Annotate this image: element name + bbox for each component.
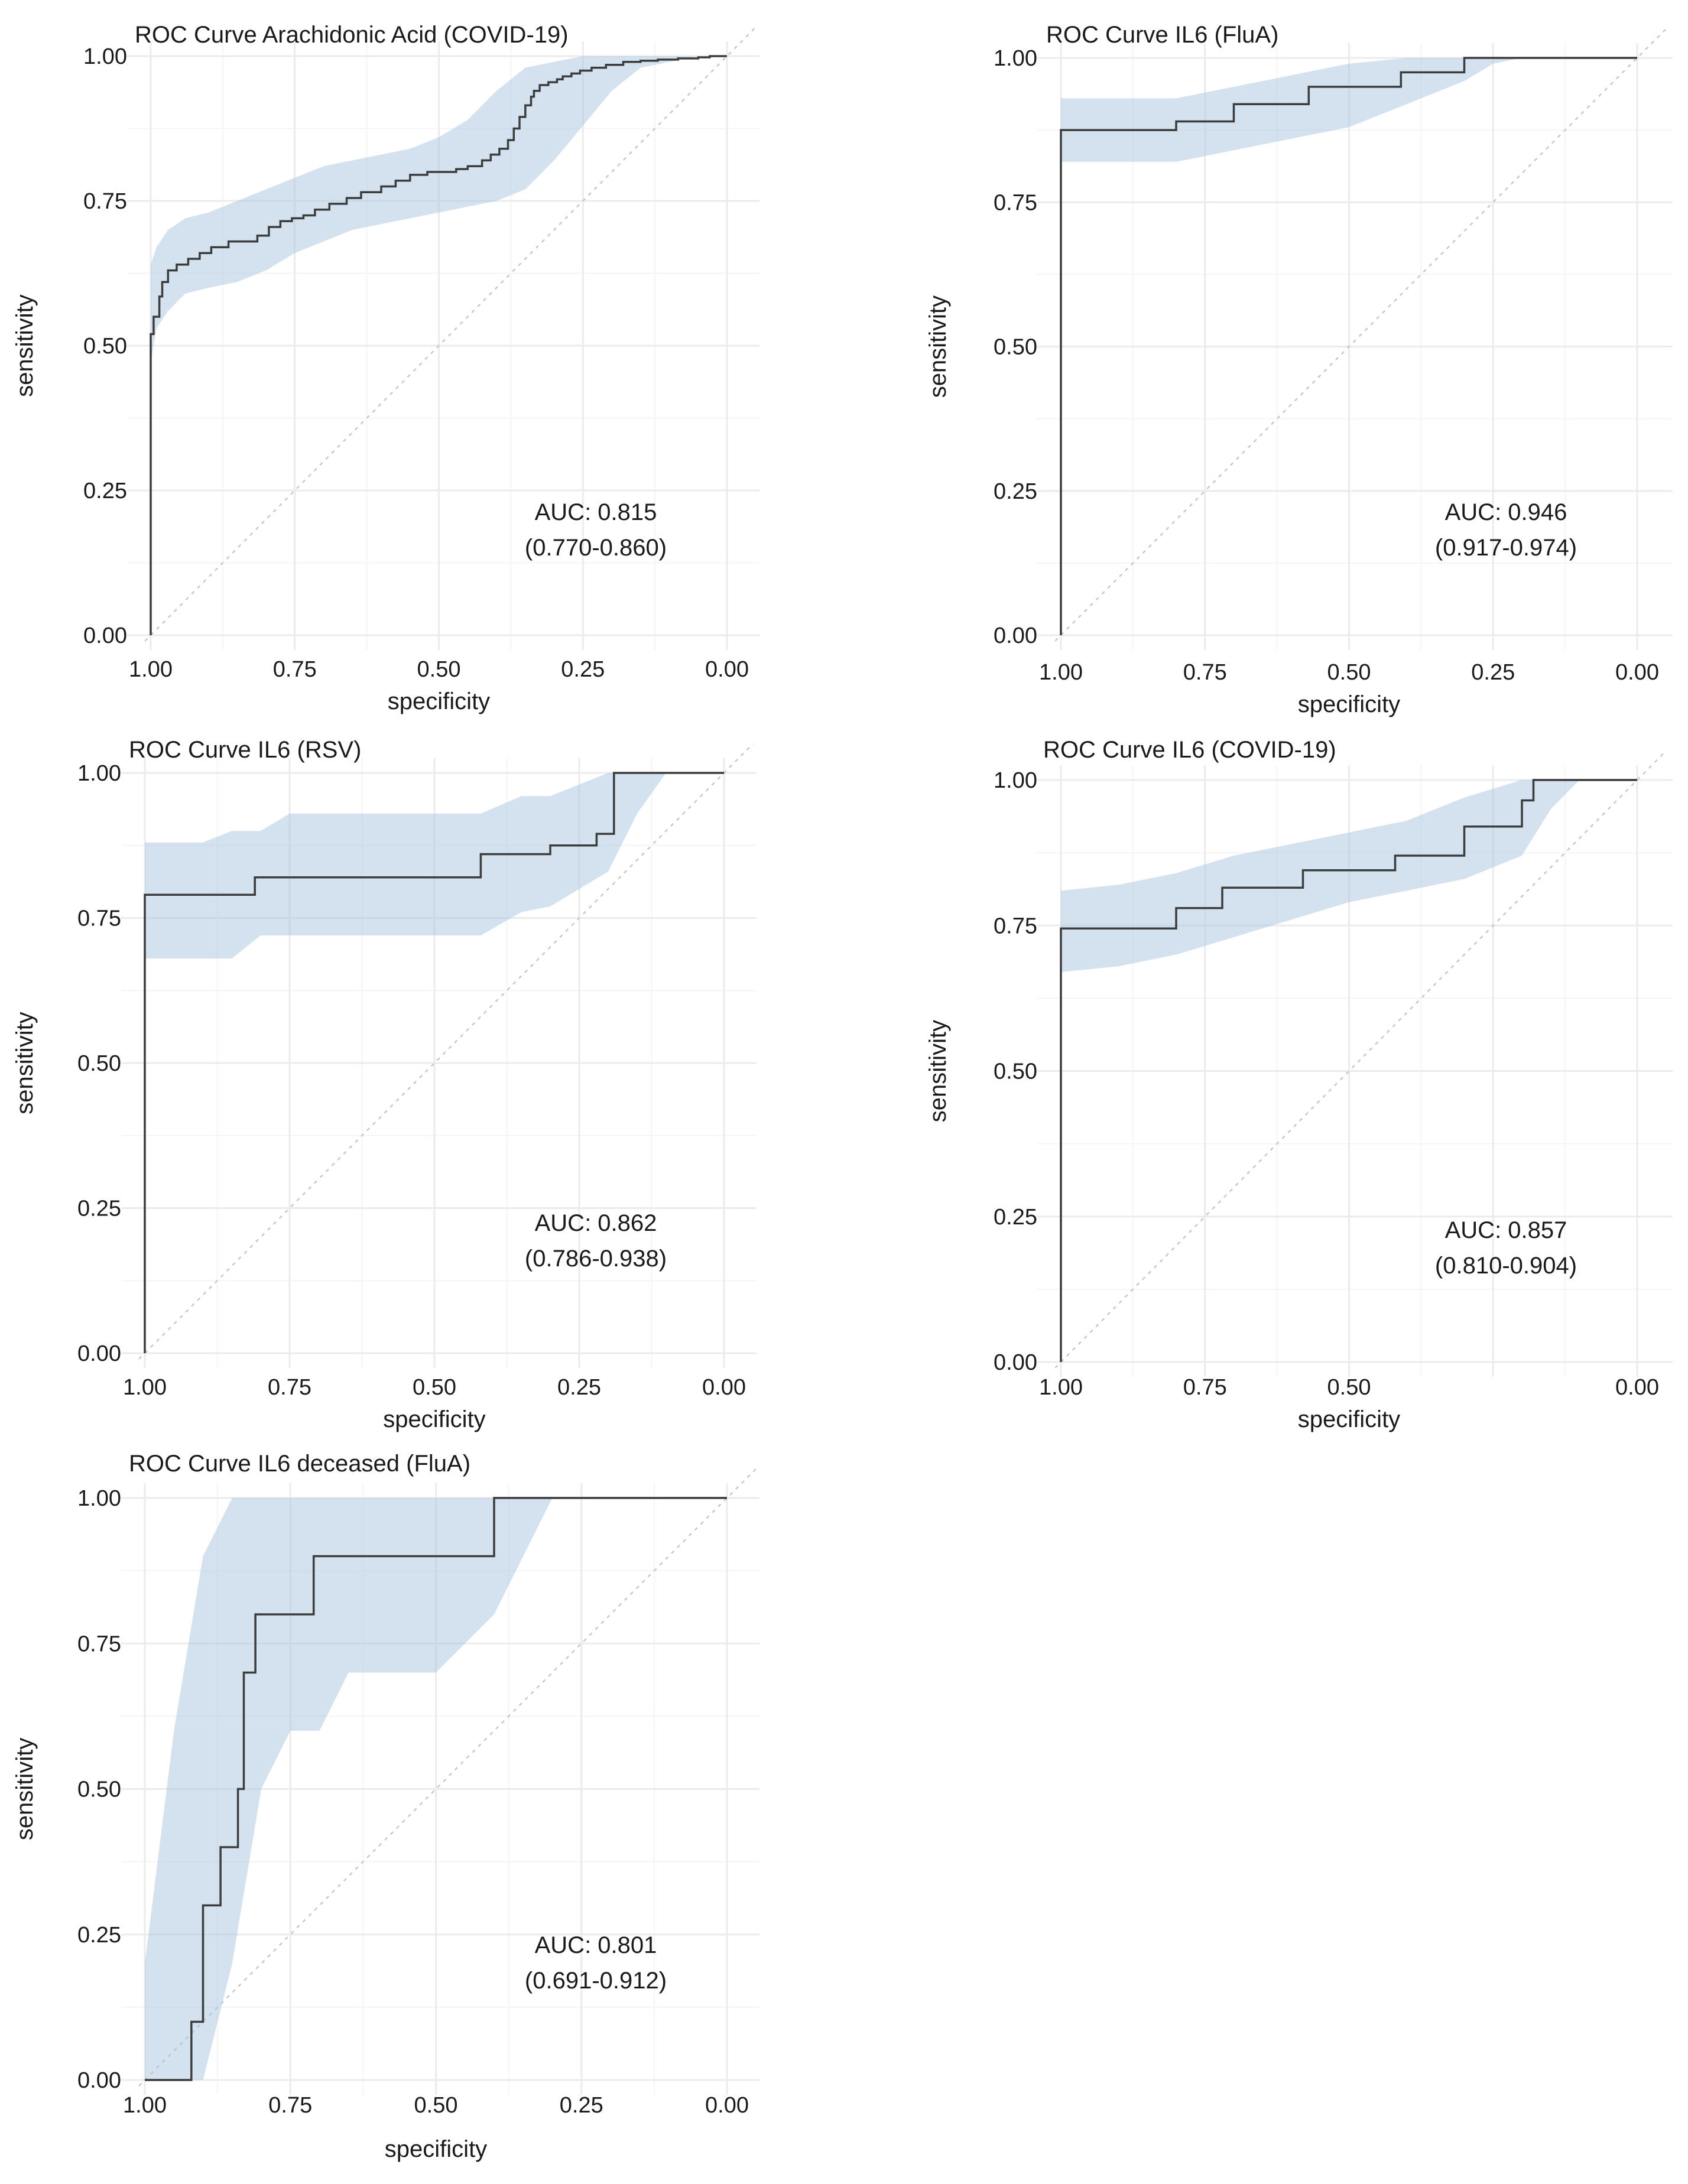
- x-tick-label: 0.00: [705, 2093, 749, 2118]
- x-tick-label: 0.75: [1183, 1375, 1227, 1400]
- auc-label: AUC: 0.801: [535, 1932, 657, 1958]
- x-tick-label: 1.00: [1039, 660, 1083, 685]
- roc-curve: [1060, 779, 1637, 1362]
- x-tick-label: 0.00: [1615, 660, 1659, 685]
- y-tick-label: 1.00: [77, 761, 121, 786]
- chance-diagonal: [144, 27, 757, 642]
- y-tick-label: 0.25: [77, 1197, 121, 1221]
- y-tick-label: 0.75: [994, 914, 1037, 938]
- x-tick-label: 0.50: [1327, 1375, 1371, 1400]
- y-tick-label: 1.00: [994, 768, 1037, 793]
- y-tick-label: 0.00: [77, 2068, 121, 2093]
- x-tick-label: 0.00: [702, 1375, 746, 1400]
- x-axis-label: specificity: [383, 1406, 485, 1432]
- auc-ci-label: (0.917-0.974): [1435, 535, 1577, 561]
- x-axis-label: specificity: [1298, 691, 1400, 717]
- y-tick-label: 0.75: [77, 1632, 121, 1656]
- auc-ci-label: (0.691-0.912): [525, 1968, 667, 1994]
- y-tick-label: 0.00: [77, 1341, 121, 1366]
- y-tick-label: 0.25: [77, 1923, 121, 1948]
- roc-panel-1: 1.00 0.75 0.50 0.25 0.00 0.00 0.25 0.50 0.75 1.00…: [12, 22, 759, 714]
- y-tick-label: 0.00: [994, 1350, 1037, 1375]
- roc-panel-4: 1.00 0.75 0.50 0.00 0.00 0.25 0.50 0.75 1.00 spec…: [925, 737, 1673, 1432]
- roc-panel-5: 1.00 0.75 0.50 0.25 0.00 0.00 0.25 0.50 0.75 1.00…: [12, 1451, 759, 2162]
- x-tick-label: 0.75: [273, 657, 317, 682]
- y-tick-label: 0.50: [83, 334, 127, 359]
- roc-curve: [150, 55, 727, 635]
- y-axis-label: sensitivity: [925, 1020, 951, 1122]
- chart-title: ROC Curve IL6 deceased (FluA): [129, 1451, 470, 1477]
- x-tick-label: 0.25: [561, 657, 605, 682]
- y-tick-label: 1.00: [994, 46, 1037, 71]
- x-tick-label: 0.50: [417, 657, 461, 682]
- x-tick-label: 0.75: [268, 2093, 312, 2118]
- x-tick-label: 0.75: [1183, 660, 1227, 685]
- y-tick-label: 0.00: [994, 623, 1037, 648]
- x-tick-label: 1.00: [123, 1375, 167, 1400]
- x-tick-label: 0.25: [1471, 660, 1515, 685]
- auc-ci-label: (0.770-0.860): [525, 535, 667, 561]
- y-tick-label: 0.50: [994, 335, 1037, 360]
- auc-label: AUC: 0.815: [535, 499, 657, 525]
- y-tick-label: 0.25: [994, 479, 1037, 504]
- y-tick-label: 0.50: [994, 1060, 1037, 1084]
- y-tick-label: 0.75: [994, 190, 1037, 215]
- y-axis-label: sensitivity: [925, 295, 951, 398]
- y-tick-label: 0.25: [83, 479, 127, 503]
- x-axis-label: specificity: [388, 688, 490, 714]
- roc-panel-2: 1.00 0.75 0.50 0.25 0.00 0.00 0.25 0.50 0.75 1.00…: [925, 22, 1673, 717]
- roc-panel-3: 1.00 0.75 0.50 0.25 0.00 0.00 0.25 0.50 0.75 1.00…: [12, 737, 757, 1432]
- auc-label: AUC: 0.862: [535, 1210, 657, 1236]
- confidence-band: [151, 56, 727, 363]
- x-tick-label: 1.00: [1039, 1375, 1083, 1400]
- x-tick-label: 0.50: [414, 2093, 458, 2118]
- x-tick-label: 0.00: [1615, 1375, 1659, 1400]
- confidence-band: [1061, 58, 1637, 162]
- x-tick-label: 0.75: [268, 1375, 311, 1400]
- auc-label: AUC: 0.946: [1445, 499, 1567, 525]
- auc-ci-label: (0.810-0.904): [1435, 1253, 1577, 1279]
- chart-title: ROC Curve Arachidonic Acid (COVID-19): [135, 22, 569, 48]
- y-axis-label: sensitivity: [12, 294, 38, 396]
- x-tick-label: 0.25: [557, 1375, 601, 1400]
- roc-curve: [1060, 57, 1637, 635]
- x-axis-label: specificity: [1298, 1406, 1400, 1432]
- roc-curve: [145, 1497, 727, 2081]
- x-tick-label: 0.00: [705, 657, 749, 682]
- y-tick-label: 0.75: [77, 906, 121, 931]
- chart-title: ROC Curve IL6 (RSV): [129, 737, 361, 763]
- y-tick-label: 1.00: [83, 44, 127, 69]
- y-tick-label: 0.50: [77, 1051, 121, 1076]
- y-tick-label: 0.75: [83, 189, 127, 214]
- confidence-band: [145, 773, 724, 959]
- x-tick-label: 1.00: [129, 657, 173, 682]
- auc-label: AUC: 0.857: [1445, 1217, 1567, 1243]
- auc-ci-label: (0.786-0.938): [525, 1246, 667, 1272]
- x-tick-label: 0.25: [560, 2093, 603, 2118]
- x-tick-label: 0.50: [413, 1375, 456, 1400]
- y-axis-label: sensitivity: [12, 1012, 38, 1114]
- chart-title: ROC Curve IL6 (COVID-19): [1043, 737, 1336, 763]
- x-axis-label: specificity: [385, 2136, 487, 2162]
- x-tick-label: 0.50: [1327, 660, 1371, 685]
- chart-title: ROC Curve IL6 (FluA): [1046, 22, 1278, 48]
- confidence-band: [145, 1498, 727, 2080]
- y-axis-label: sensitivity: [12, 1738, 38, 1840]
- y-tick-label: 0.25: [994, 1205, 1037, 1230]
- y-tick-label: 0.50: [77, 1777, 121, 1802]
- roc-curve: [144, 772, 724, 1353]
- confidence-band: [1061, 780, 1637, 972]
- chance-diagonal: [1054, 28, 1667, 642]
- y-tick-label: 1.00: [77, 1486, 121, 1511]
- x-tick-label: 1.00: [123, 2093, 167, 2118]
- y-tick-label: 0.00: [83, 623, 127, 648]
